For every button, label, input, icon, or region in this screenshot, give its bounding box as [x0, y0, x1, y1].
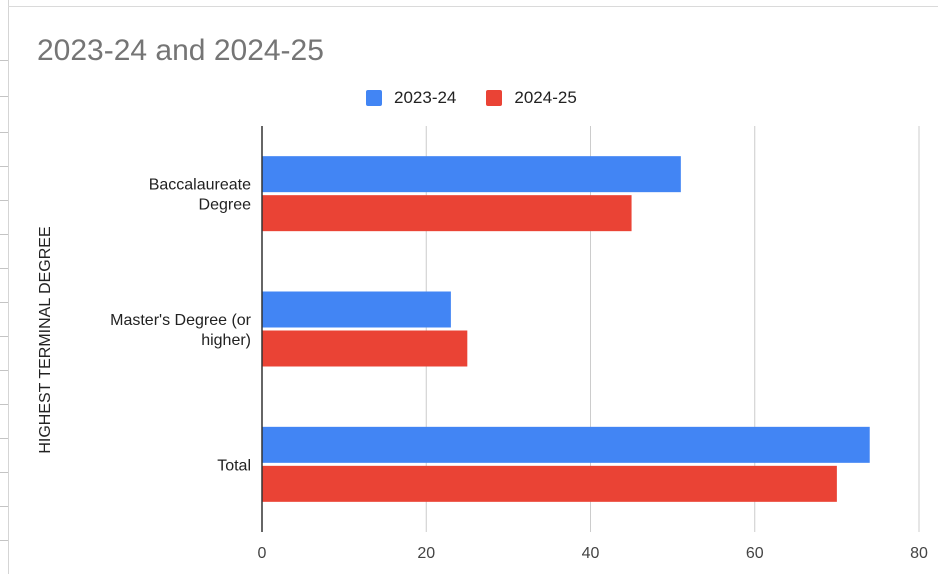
legend-swatch-2023-24	[366, 90, 382, 106]
row-marker	[0, 302, 8, 303]
x-tick-label-0: 0	[258, 545, 267, 562]
chart-top-border	[8, 6, 938, 7]
row-marker	[0, 370, 8, 371]
bar-2024-25-0	[262, 195, 632, 232]
x-tick-label-1: 20	[417, 545, 435, 562]
y-category-label-line: Master's Degree (or	[110, 312, 252, 329]
legend-item-2023-24[interactable]: 2023-24	[366, 88, 456, 108]
x-tick-label-3: 60	[746, 545, 764, 562]
row-marker	[0, 404, 8, 405]
row-marker	[0, 540, 8, 541]
row-marker	[0, 234, 8, 235]
bar-2023-24-0	[262, 156, 681, 193]
bar-2024-25-1	[262, 330, 468, 367]
y-category-label-line: Degree	[199, 197, 252, 214]
x-tick-label-2: 40	[582, 545, 600, 562]
row-marker	[0, 506, 8, 507]
row-marker	[0, 96, 8, 97]
legend-item-2024-25[interactable]: 2024-25	[486, 88, 577, 108]
row-marker	[0, 132, 8, 133]
row-marker	[0, 438, 8, 439]
chart-title: 2023-24 and 2024-25	[37, 34, 324, 67]
legend-label-2024-25: 2024-25	[514, 88, 577, 107]
y-category-label-line: higher)	[201, 332, 251, 349]
y-category-label-2: Total	[217, 457, 251, 474]
bar-2023-24-1	[262, 291, 451, 328]
row-marker	[0, 200, 8, 201]
y-category-label-0: Baccalaureate Degree	[149, 177, 251, 214]
row-marker	[0, 268, 8, 269]
y-category-label-line: Total	[217, 457, 251, 474]
row-marker	[0, 336, 8, 337]
legend-label-2023-24: 2023-24	[394, 88, 457, 107]
x-tick-label-4: 80	[910, 545, 928, 562]
y-category-label-1: Master's Degree (or higher)	[110, 312, 252, 349]
legend-swatch-2024-25	[486, 90, 503, 106]
chart-legend[interactable]: 2023-24 2024-25	[366, 86, 607, 110]
row-marker	[0, 472, 8, 473]
left-row-gutter	[0, 0, 9, 574]
y-category-label-line: Baccalaureate	[149, 177, 251, 194]
row-marker	[0, 60, 8, 61]
bar-2023-24-2	[262, 426, 870, 463]
bar-2024-25-2	[262, 465, 837, 502]
row-marker	[0, 166, 8, 167]
